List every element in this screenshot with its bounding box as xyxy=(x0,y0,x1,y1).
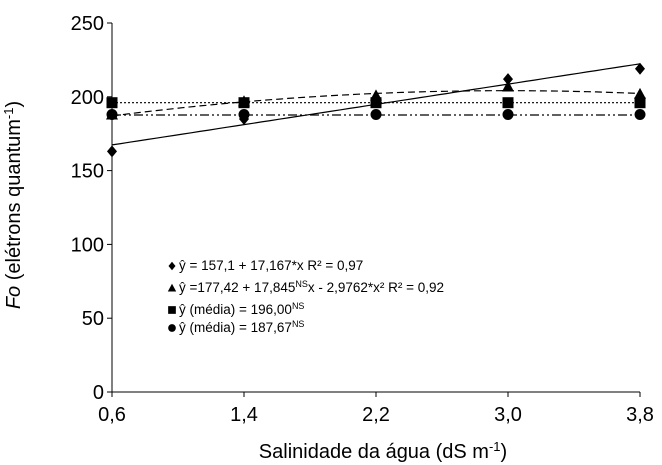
square-point xyxy=(238,97,250,109)
y-axis-title: Fo (elétrons quantum-1) xyxy=(1,101,26,309)
y-tick-label: 100 xyxy=(71,234,104,256)
x-tick-label: 1,4 xyxy=(230,404,258,426)
square-point xyxy=(634,97,646,109)
circle-point xyxy=(502,109,514,121)
circle-point xyxy=(106,109,118,121)
y-tick-label: 200 xyxy=(71,87,104,109)
circle-point xyxy=(238,109,250,121)
legend-marker-diamond xyxy=(168,261,176,271)
markers xyxy=(106,62,646,158)
x-axis-title: Salinidade da água (dS m-1) xyxy=(259,439,507,464)
square-point xyxy=(106,97,118,109)
x-tick-label: 3,8 xyxy=(626,404,654,426)
legend-item-diamond: ŷ = 157,1 + 17,167*x R² = 0,97 xyxy=(168,258,363,273)
legend-equation: ŷ (média) = 196,00NS xyxy=(179,301,304,317)
legend-equation: ŷ (média) = 187,67NS xyxy=(179,319,304,335)
legend-marker-triangle xyxy=(167,283,177,292)
legend-marker-circle xyxy=(168,324,176,332)
x-tick-label: 2,2 xyxy=(362,404,390,426)
x-tick-label: 0,6 xyxy=(98,404,126,426)
triangle-point xyxy=(634,87,646,99)
legend-item-square: ŷ (média) = 196,00NS xyxy=(168,301,304,317)
circle-point xyxy=(370,109,382,121)
axes: 0 50 100 150 200 250 0,6 1,4 2,2 3,0 3,8 xyxy=(71,13,654,426)
y-tick-label: 250 xyxy=(71,13,104,35)
circle-point xyxy=(634,109,646,121)
legend-marker-square xyxy=(168,306,176,314)
legend-item-circle: ŷ (média) = 187,67NS xyxy=(168,319,304,335)
x-tick-label: 3,0 xyxy=(494,404,522,426)
legend-equation: ŷ = 157,1 + 17,167*x R² = 0,97 xyxy=(179,258,363,273)
legend-equation: ŷ =177,42 + 17,845NSx - 2,9762*x² R² = 0… xyxy=(179,279,444,295)
legend: ŷ = 157,1 + 17,167*x R² = 0,97 ŷ =177,42 … xyxy=(167,258,444,335)
square-point xyxy=(370,97,382,109)
square-point xyxy=(502,97,514,109)
triangle-point xyxy=(502,80,514,92)
y-tick-label: 0 xyxy=(93,382,104,404)
y-tick-label: 50 xyxy=(82,308,104,330)
y-tick-label: 150 xyxy=(71,161,104,183)
diamond-point xyxy=(107,145,117,158)
legend-item-triangle: ŷ =177,42 + 17,845NSx - 2,9762*x² R² = 0… xyxy=(167,279,444,295)
diamond-point xyxy=(503,73,513,86)
diamond-point xyxy=(635,62,645,75)
